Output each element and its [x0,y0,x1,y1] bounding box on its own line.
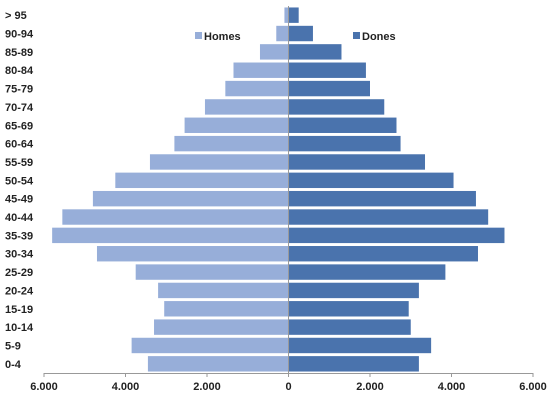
bar-dones-70-74 [288,99,385,115]
category-label: 65-69 [5,120,33,132]
bar-homes-45-49 [92,190,289,207]
bar-homes-55-59 [149,154,289,170]
bar-homes-50-54 [115,172,289,189]
x-tick-label: 6.000 [519,381,547,393]
bar-dones-> 95 [288,7,299,23]
x-tick-label: 0 [285,381,291,393]
category-label: 50-54 [5,175,34,187]
legend: Homes Dones [195,31,396,43]
bar-homes-35-39 [52,227,289,244]
bar-dones-90-94 [288,25,313,42]
bar-homes-40-44 [62,209,289,225]
category-label: 60-64 [5,139,34,151]
bar-homes-90-94 [276,25,289,42]
bar-dones-50-54 [288,172,454,189]
category-label: 90-94 [5,29,34,41]
bar-homes-30-34 [96,246,289,262]
category-label: 70-74 [5,102,34,114]
x-tick-label: 4.000 [112,381,140,393]
bar-dones-85-89 [288,44,342,60]
category-label: 5-9 [5,340,21,352]
legend-label-homes: Homes [204,31,241,43]
bar-dones-25-29 [288,264,446,280]
bar-dones-40-44 [288,209,489,225]
bar-homes-65-69 [184,117,289,133]
category-label: 40-44 [5,212,34,224]
x-tick-label: 2.000 [193,381,221,393]
bar-homes-20-24 [158,282,289,299]
bar-homes-> 95 [284,7,289,23]
category-label: 80-84 [5,65,34,77]
category-label: 20-24 [5,285,34,297]
bar-dones-80-84 [288,62,366,78]
category-label: 75-79 [5,84,33,96]
legend-swatch-dones [353,32,360,39]
x-tick-label: 2.000 [356,381,384,393]
bar-homes-10-14 [154,319,289,335]
bar-dones-45-49 [288,190,476,207]
bars-group [52,7,505,372]
bar-dones-55-59 [288,154,426,170]
bar-homes-85-89 [259,44,289,60]
category-label: 45-49 [5,194,33,206]
bar-dones-10-14 [288,319,411,335]
bar-dones-0-4 [288,356,419,372]
bar-dones-75-79 [288,80,370,97]
category-label: 30-34 [5,249,34,261]
bar-dones-5-9 [288,337,432,354]
category-label: 85-89 [5,47,33,59]
bar-dones-35-39 [288,227,505,244]
legend-label-dones: Dones [362,31,396,43]
bar-homes-80-84 [233,62,289,78]
category-label: 10-14 [5,322,34,334]
category-label: 15-19 [5,304,33,316]
bar-homes-0-4 [147,356,289,372]
bar-dones-15-19 [288,301,409,317]
bar-homes-5-9 [131,337,289,354]
bar-homes-25-29 [135,264,289,280]
bar-homes-15-19 [164,301,289,317]
bar-dones-60-64 [288,135,401,152]
category-label: 0-4 [5,359,22,371]
category-label: 55-59 [5,157,33,169]
bar-homes-75-79 [225,80,289,97]
bar-dones-65-69 [288,117,397,133]
category-labels: 0-4 5-9 10-14 15-19 20-24 25-29 30-34 35-39 40-4… [5,10,34,371]
bar-dones-30-34 [288,246,478,262]
category-label: > 95 [5,10,27,22]
bar-dones-20-24 [288,282,419,299]
category-label: 25-29 [5,267,33,279]
legend-swatch-homes [195,32,202,39]
bar-homes-70-74 [204,99,289,115]
x-tick-label: 4.000 [438,381,466,393]
x-axis: 6.000 4.000 2.000 0 2.000 4.000 6.000 [30,6,547,393]
bar-homes-60-64 [174,135,289,152]
x-tick-label: 6.000 [30,381,58,393]
category-label: 35-39 [5,230,33,242]
